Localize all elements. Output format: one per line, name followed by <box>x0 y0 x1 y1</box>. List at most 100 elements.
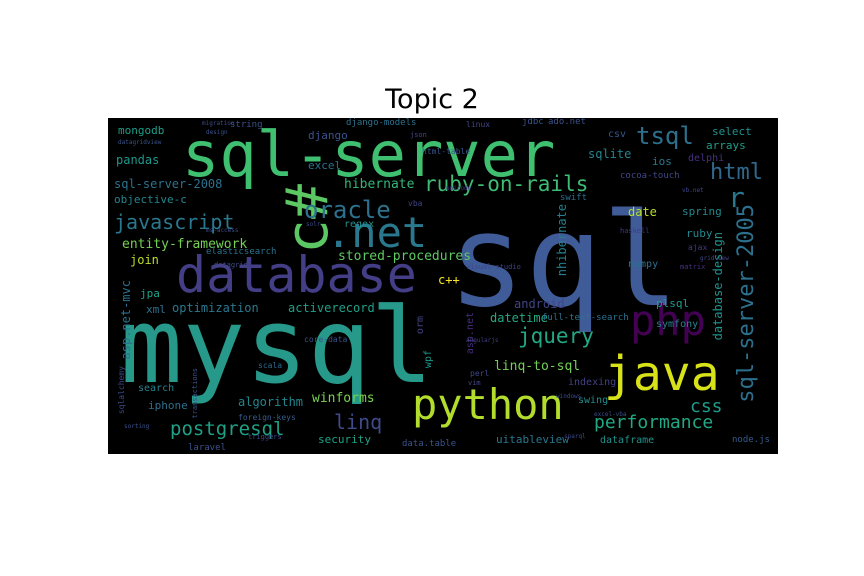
cloud-word: sorting <box>124 423 150 430</box>
cloud-word: csv <box>608 129 627 140</box>
cloud-word: cocoa-touch <box>620 171 680 181</box>
cloud-word: sqlite <box>588 147 632 161</box>
cloud-word: sql-server-2005 <box>734 204 759 403</box>
cloud-word: jquery <box>518 324 594 348</box>
cloud-word: swift <box>560 193 588 203</box>
cloud-word: postgresql <box>170 418 285 440</box>
cloud-word: uitableview <box>496 433 569 446</box>
cloud-word: orm <box>415 316 426 335</box>
cloud-word: search <box>138 383 175 394</box>
cloud-word: ios <box>652 155 672 168</box>
cloud-word: css <box>690 396 723 417</box>
cloud-word: linq-to-sql <box>494 359 581 374</box>
cloud-word: ajax <box>688 243 708 252</box>
cloud-word: perl <box>470 369 490 378</box>
cloud-word: activerecord <box>288 301 375 315</box>
cloud-word: sql-server-2008 <box>114 177 223 191</box>
cloud-word: ado.net <box>548 118 586 127</box>
cloud-word: linux <box>466 120 491 129</box>
cloud-word: android <box>514 297 565 311</box>
cloud-word: tsql <box>636 122 694 150</box>
cloud-word: symfony <box>656 319 699 330</box>
cloud-word: optimization <box>172 301 259 315</box>
cloud-word: entity-framework <box>122 237 248 252</box>
cloud-word: unicode <box>446 185 472 192</box>
cloud-word: jpa <box>140 287 160 300</box>
cloud-word: ruby-on-rails <box>424 172 589 196</box>
cloud-word: .net <box>326 208 428 257</box>
cloud-word: date <box>628 205 657 219</box>
cloud-word: vb.net <box>682 187 704 194</box>
cloud-word: numpy <box>628 259 659 270</box>
cloud-word: join <box>130 253 159 267</box>
cloud-word: swing <box>578 395 609 406</box>
cloud-word: matrix <box>680 263 706 271</box>
cloud-word: laravel <box>188 443 226 453</box>
cloud-word: pandas <box>116 153 160 167</box>
cloud-word: indexing <box>568 377 617 388</box>
cloud-word: sql <box>448 187 680 336</box>
cloud-word: excel-vba <box>594 411 627 418</box>
cloud-word: excel <box>308 159 342 172</box>
cloud-word: performance <box>594 412 714 433</box>
cloud-word: html-table <box>422 147 471 156</box>
cloud-word: r <box>728 181 745 214</box>
cloud-word: json <box>410 131 427 139</box>
cloud-word: objective-c <box>114 193 187 206</box>
cloud-word: oracle <box>304 196 391 224</box>
cloud-word: winforms <box>312 391 375 406</box>
cloud-word: django <box>308 129 348 142</box>
cloud-word: linq <box>334 410 383 434</box>
cloud-word: arrays <box>706 139 746 152</box>
word-cloud: sql mysql sql-server database python java php c… <box>108 118 778 454</box>
cloud-word: vim <box>468 379 481 387</box>
cloud-word: solr <box>306 221 321 228</box>
cloud-word: python <box>412 380 564 429</box>
cloud-word: spring <box>682 205 722 218</box>
cloud-word: security <box>318 433 371 446</box>
cloud-word: full-text-search <box>542 313 629 323</box>
cloud-word: nhibernate <box>555 204 569 277</box>
cloud-word: django-models <box>346 118 417 128</box>
cloud-word: sql-server <box>182 118 556 191</box>
cloud-word: c++ <box>438 273 460 287</box>
cloud-word: datetime <box>490 311 548 325</box>
cloud-word: plsql <box>656 297 690 310</box>
cloud-word: string <box>230 120 263 130</box>
cloud-word: data.table <box>402 439 457 449</box>
cloud-word: windows <box>556 393 582 400</box>
cloud-word: foreign-keys <box>238 413 296 422</box>
chart-title: Topic 2 <box>385 84 479 115</box>
cloud-word: iphone <box>148 399 188 412</box>
cloud-word: database-design <box>711 232 725 341</box>
cloud-word: mongodb <box>118 124 165 137</box>
cloud-word: datagridview <box>118 139 162 146</box>
cloud-word: design <box>206 129 228 136</box>
cloud-word: dataframe <box>600 435 655 446</box>
cloud-word: mysql <box>120 285 434 407</box>
cloud-word: sqlalchemy <box>117 366 126 415</box>
cloud-word: select <box>712 125 752 138</box>
cloud-word: javascript <box>114 210 235 234</box>
cloud-word: xml <box>146 303 166 316</box>
cloud-word: php <box>630 296 706 345</box>
cloud-word: transactions <box>191 368 199 419</box>
cloud-word: elasticsearch <box>206 247 277 257</box>
cloud-word: wpf <box>423 350 434 369</box>
cloud-word: datagrid <box>214 261 248 269</box>
cloud-word: asp.net-mvc <box>119 280 133 360</box>
cloud-word: triggers <box>248 433 282 441</box>
cloud-word: gridview <box>700 255 729 262</box>
cloud-word: ms-access <box>206 227 239 234</box>
cloud-word: html <box>710 160 763 185</box>
cloud-word: haskell <box>620 227 650 235</box>
cloud-word: delphi <box>688 153 725 164</box>
cloud-word: regex <box>344 219 375 230</box>
cloud-word: scala <box>258 361 283 370</box>
cloud-word: stored-procedures <box>338 249 472 264</box>
cloud-word: algorithm <box>238 395 304 409</box>
cloud-word: asp.net <box>465 312 476 355</box>
cloud-word: hibernate <box>344 177 415 192</box>
cloud-word: node.js <box>732 435 770 445</box>
cloud-word: ruby <box>686 227 713 240</box>
